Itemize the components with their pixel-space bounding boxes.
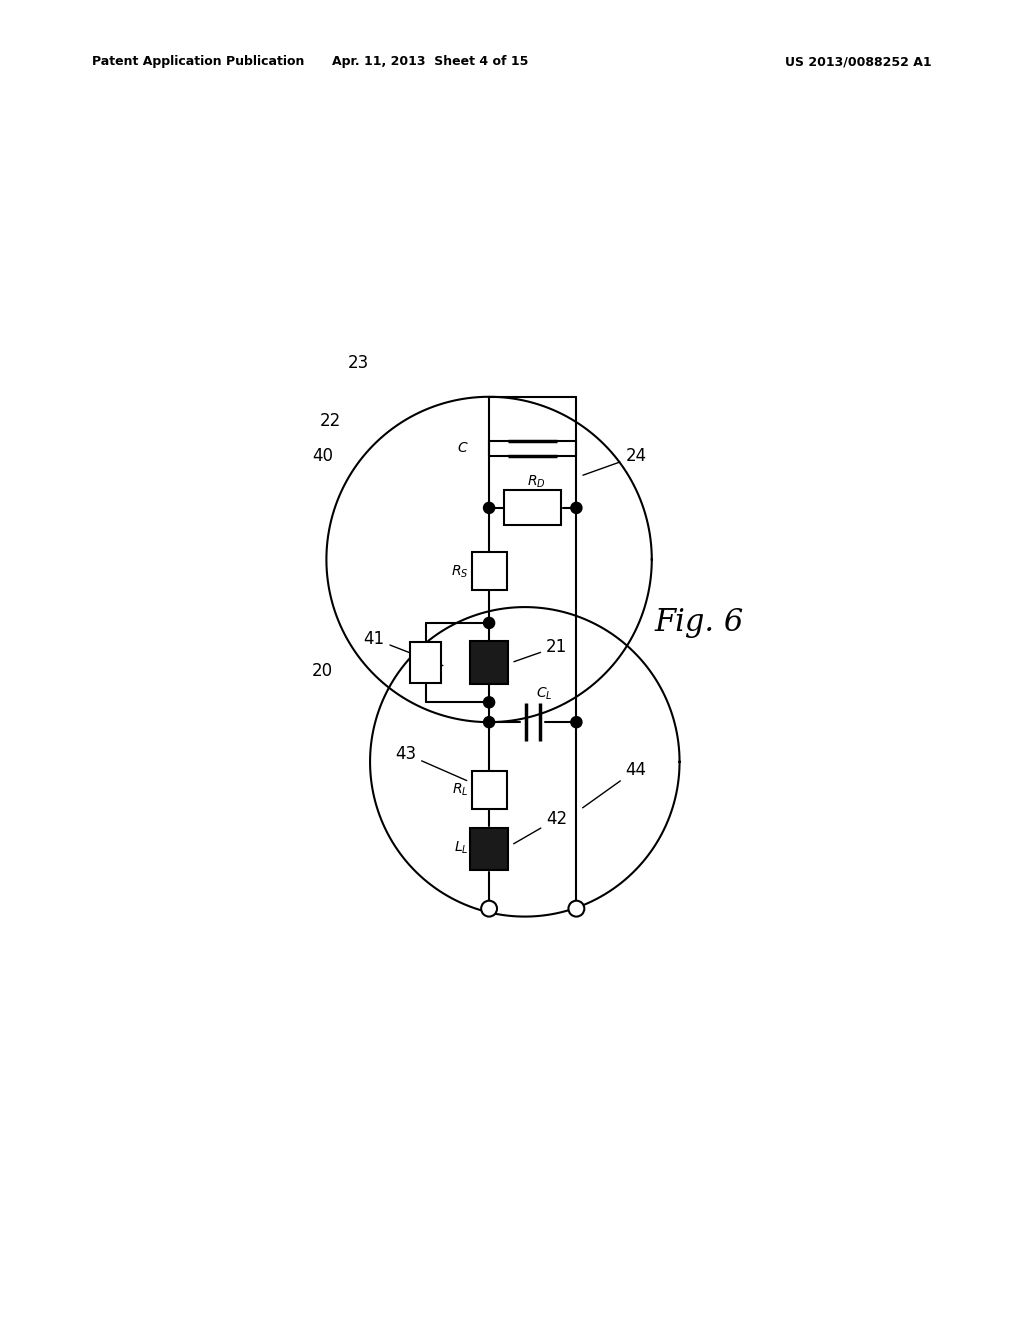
Bar — [470, 640, 508, 685]
Text: $L$: $L$ — [499, 652, 508, 665]
Text: 21: 21 — [514, 638, 567, 661]
Bar — [504, 491, 561, 525]
Text: 42: 42 — [514, 810, 567, 843]
Text: $R_S$: $R_S$ — [451, 564, 468, 579]
Circle shape — [570, 717, 582, 727]
Bar — [470, 829, 508, 870]
Circle shape — [481, 900, 497, 916]
Text: 41: 41 — [364, 630, 442, 665]
Circle shape — [570, 503, 582, 513]
Text: 24: 24 — [583, 447, 646, 475]
Text: 23: 23 — [347, 355, 369, 372]
Text: $C$: $C$ — [457, 441, 468, 455]
Bar — [472, 771, 507, 809]
Text: 44: 44 — [583, 760, 646, 808]
Text: Patent Application Publication: Patent Application Publication — [92, 55, 304, 69]
Text: $C_L$: $C_L$ — [536, 686, 552, 702]
Circle shape — [483, 503, 495, 513]
Bar — [410, 642, 441, 684]
Circle shape — [483, 697, 495, 708]
Circle shape — [483, 717, 495, 727]
Text: 40: 40 — [312, 447, 333, 465]
Text: $L_L$: $L_L$ — [454, 840, 468, 855]
Text: 20: 20 — [312, 661, 333, 680]
Text: 43: 43 — [395, 744, 467, 780]
Text: 22: 22 — [319, 412, 341, 429]
Text: $R_D$: $R_D$ — [527, 474, 546, 491]
Circle shape — [483, 618, 495, 628]
Text: $R_L$: $R_L$ — [452, 781, 468, 797]
Bar — [472, 552, 507, 590]
Text: Apr. 11, 2013  Sheet 4 of 15: Apr. 11, 2013 Sheet 4 of 15 — [332, 55, 528, 69]
Circle shape — [568, 900, 585, 916]
Text: Fig. 6: Fig. 6 — [654, 607, 744, 639]
Text: US 2013/0088252 A1: US 2013/0088252 A1 — [785, 55, 932, 69]
